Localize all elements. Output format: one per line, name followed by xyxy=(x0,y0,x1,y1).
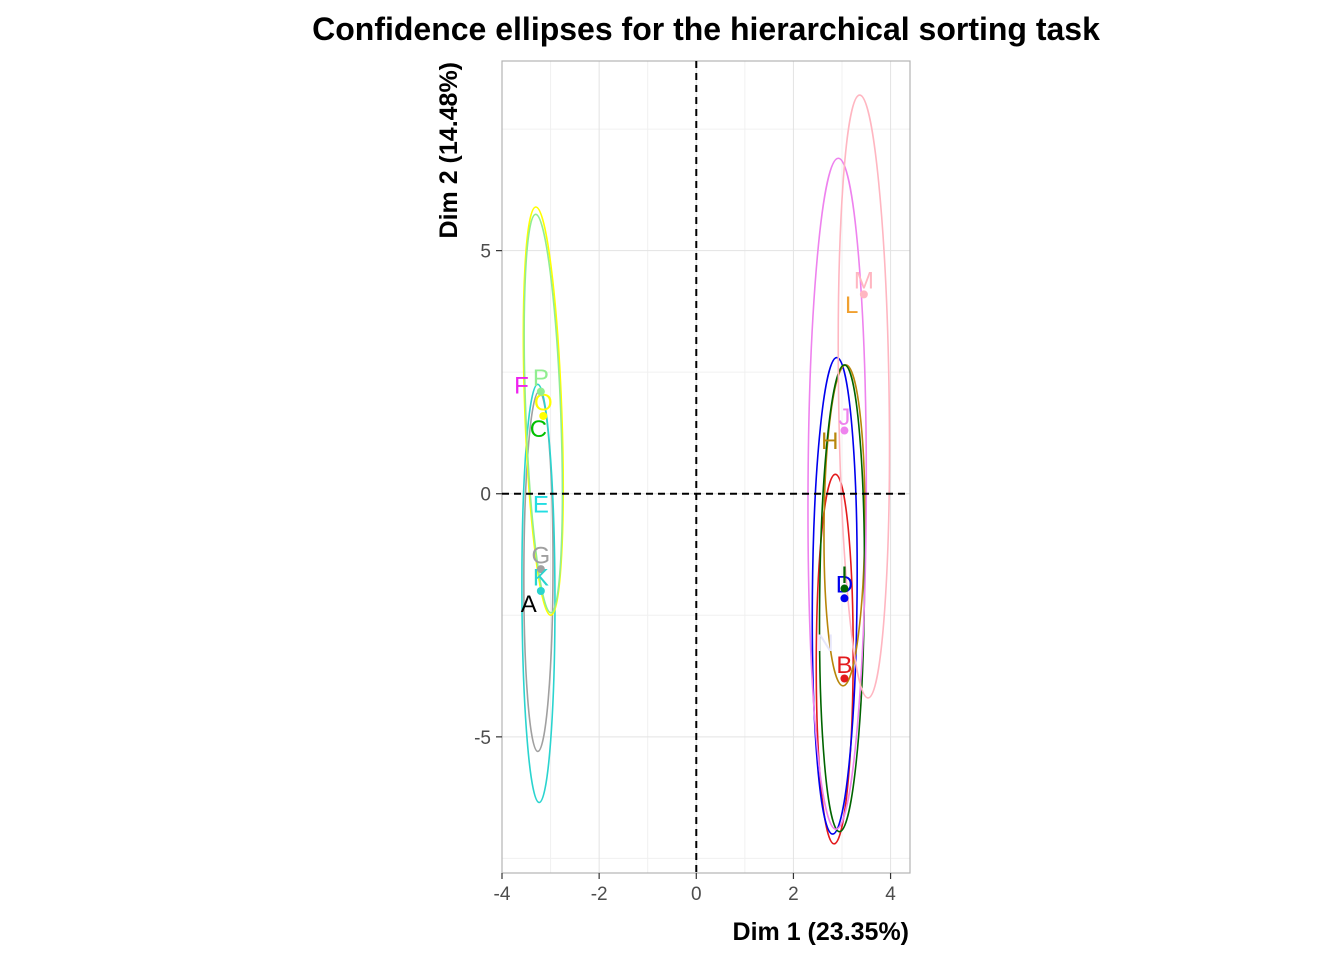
x-tick-label: 2 xyxy=(788,884,799,905)
point-d xyxy=(840,594,849,603)
y-tick-label: -5 xyxy=(474,728,491,749)
point-label-c: C xyxy=(530,416,547,443)
y-tick-label: 0 xyxy=(480,485,491,506)
ellipse-d xyxy=(811,356,858,835)
point-label-j: J xyxy=(838,404,850,431)
point-g xyxy=(536,565,545,574)
point-label-b: B xyxy=(836,652,852,679)
x-tick-label: 0 xyxy=(691,884,702,905)
point-label-p: P xyxy=(533,365,549,392)
x-tick-label: -2 xyxy=(591,884,608,905)
point-label-m: M xyxy=(854,268,874,295)
ellipse-k xyxy=(521,383,556,804)
point-label-g: G xyxy=(532,542,551,569)
point-p xyxy=(536,387,545,396)
panel-border xyxy=(501,60,911,874)
point-label-o: O xyxy=(534,389,553,416)
x-tick-label: 4 xyxy=(885,884,896,905)
point-label-k: K xyxy=(533,564,549,591)
point-label-i: I xyxy=(841,562,848,589)
ellipse-b xyxy=(815,473,854,845)
point-k xyxy=(536,586,545,595)
ellipse-m xyxy=(837,94,891,699)
point-label-h: H xyxy=(821,428,838,455)
point-label-f: F xyxy=(514,372,529,399)
point-label-l: L xyxy=(845,292,858,319)
chart-title: Confidence ellipses for the hierarchical… xyxy=(312,11,1100,47)
x-tick-label: -4 xyxy=(494,884,511,905)
x-axis-title: Dim 1 (23.35%) xyxy=(733,918,909,946)
point-m xyxy=(859,290,868,299)
point-j xyxy=(840,426,849,435)
point-label-n: N xyxy=(816,630,833,657)
ellipse-p xyxy=(523,213,564,614)
y-axis-title: Dim 2 (14.48%) xyxy=(435,62,463,238)
point-label-e: E xyxy=(533,491,549,518)
point-b xyxy=(840,674,849,683)
point-o xyxy=(539,411,548,420)
point-i xyxy=(840,584,849,593)
point-label-a: A xyxy=(521,591,537,618)
y-tick-label: 5 xyxy=(480,242,491,263)
ellipse-o xyxy=(522,206,564,616)
